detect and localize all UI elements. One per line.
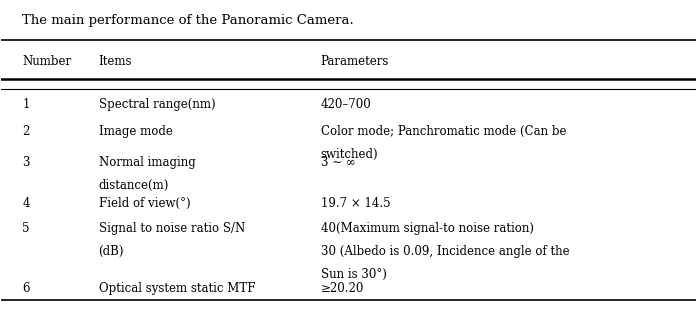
Text: Normal imaging: Normal imaging [98,156,195,169]
Text: Field of view(°): Field of view(°) [98,197,190,210]
Text: 4: 4 [22,197,30,210]
Text: 1: 1 [22,98,29,111]
Text: distance(m): distance(m) [98,179,169,192]
Text: switched): switched) [321,148,378,161]
Text: Parameters: Parameters [321,55,389,68]
Text: 420–700: 420–700 [321,98,372,111]
Text: Color mode; Panchromatic mode (Can be: Color mode; Panchromatic mode (Can be [321,125,566,138]
Text: 3: 3 [22,156,30,169]
Text: Number: Number [22,55,71,68]
Text: (dB): (dB) [98,245,124,258]
Text: 3 ∼ ∞: 3 ∼ ∞ [321,156,355,169]
Text: Spectral range(nm): Spectral range(nm) [98,98,215,111]
Text: The main performance of the Panoramic Camera.: The main performance of the Panoramic Ca… [22,14,354,27]
Text: 5: 5 [22,222,30,235]
Text: 30 (Albedo is 0.09, Incidence angle of the: 30 (Albedo is 0.09, Incidence angle of t… [321,245,569,258]
Text: Sun is 30°): Sun is 30°) [321,268,387,281]
Text: 19.7 × 14.5: 19.7 × 14.5 [321,197,390,210]
Text: Signal to noise ratio S/N: Signal to noise ratio S/N [98,222,245,235]
Text: 40(Maximum signal-to noise ration): 40(Maximum signal-to noise ration) [321,222,534,235]
Text: ≥20.20: ≥20.20 [321,281,364,294]
Text: Items: Items [98,55,132,68]
Text: 2: 2 [22,125,29,138]
Text: 6: 6 [22,281,30,294]
Text: Optical system static MTF: Optical system static MTF [98,281,255,294]
Text: Image mode: Image mode [98,125,172,138]
